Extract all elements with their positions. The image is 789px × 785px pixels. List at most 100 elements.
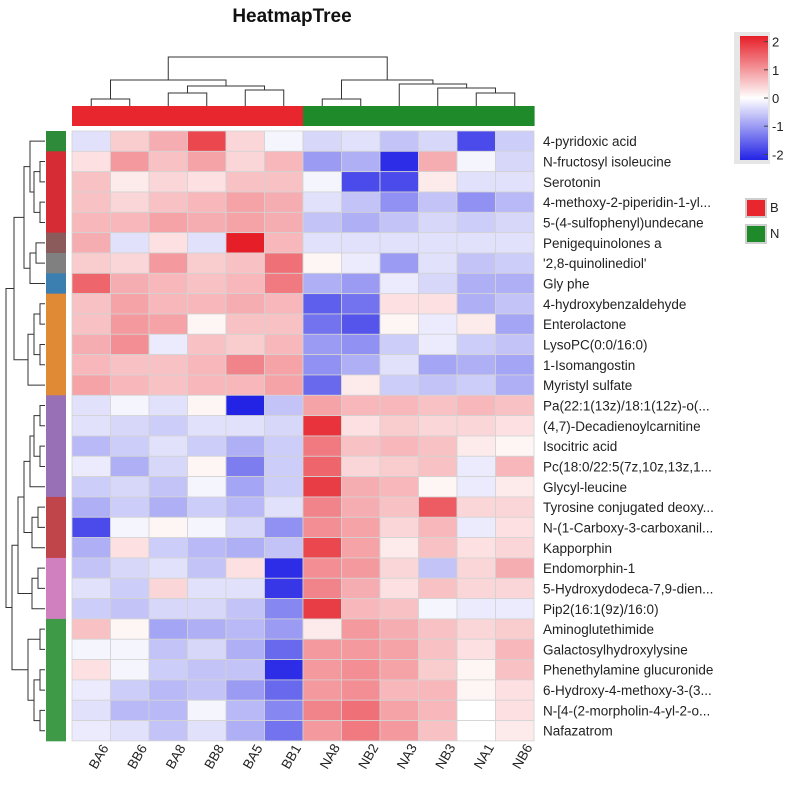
row-dendrogram-branch xyxy=(27,333,45,386)
heatmap-cell xyxy=(495,720,535,742)
heatmap-cell xyxy=(225,516,265,539)
row-dendrogram-branch xyxy=(11,544,28,671)
row-label: 5-(4-sulfophenyl)undecane xyxy=(543,215,704,230)
heatmap-cell xyxy=(379,272,419,295)
heatmap-cell xyxy=(379,720,419,742)
heatmap-cell xyxy=(341,699,381,721)
heatmap-cell xyxy=(379,415,419,437)
row-cluster-strip xyxy=(46,598,66,620)
heatmap-cell xyxy=(456,293,496,315)
heatmap-cell xyxy=(225,211,265,234)
heatmap-cell xyxy=(418,130,458,152)
row-cluster-strip xyxy=(46,334,66,356)
heatmap-cell xyxy=(110,598,150,620)
row-dendrogram-branch xyxy=(29,435,45,488)
heatmap-cell xyxy=(495,557,535,579)
heatmap-cell xyxy=(148,252,188,274)
legend-label: B xyxy=(770,200,779,215)
heatmap-cell xyxy=(110,394,150,417)
heatmap-cell xyxy=(225,272,265,295)
heatmap-cell xyxy=(379,496,419,518)
heatmap-cell xyxy=(187,272,227,295)
heatmap-cell xyxy=(264,313,304,335)
row-dendrogram-branch xyxy=(39,201,45,223)
heatmap-cell xyxy=(456,130,496,152)
heatmap-cell xyxy=(148,211,188,234)
heatmap-cell xyxy=(225,150,265,173)
heatmap-cell xyxy=(302,679,342,701)
heatmap-cell xyxy=(71,577,111,599)
row-cluster-strip xyxy=(46,374,66,396)
heatmap-cell xyxy=(264,252,304,274)
heatmap-cell xyxy=(110,496,150,518)
column-dendrogram-branch xyxy=(321,98,362,106)
heatmap-cell xyxy=(456,659,496,681)
heatmap-cell xyxy=(456,333,496,356)
heatmap-cell xyxy=(264,516,304,539)
heatmap-cell xyxy=(495,659,535,681)
heatmap-cell xyxy=(418,211,458,234)
heatmap-cell xyxy=(71,435,111,457)
heatmap-cell xyxy=(148,354,188,376)
row-label: N-fructosyl isoleucine xyxy=(543,154,671,169)
heatmap-cell xyxy=(264,293,304,315)
heatmap-cell xyxy=(456,374,496,396)
heatmap-cell xyxy=(264,598,304,620)
heatmap-cell xyxy=(495,252,535,274)
heatmap-cell xyxy=(148,598,188,620)
row-label: Endomorphin-1 xyxy=(543,561,635,576)
row-dendrogram-branch xyxy=(37,506,45,528)
heatmap-cell xyxy=(418,455,458,478)
heatmap-cell xyxy=(187,638,227,660)
heatmap-cell xyxy=(264,191,304,213)
row-dendrogram-branch xyxy=(39,343,45,366)
heatmap-cell xyxy=(341,557,381,579)
heatmap-cell xyxy=(187,516,227,539)
row-dendrogram-branch xyxy=(29,140,45,193)
column-label: NA3 xyxy=(394,741,420,771)
heatmap-cell xyxy=(379,516,419,539)
heatmap-cell xyxy=(418,699,458,721)
row-label: N-[4-(2-morpholin-4-yl-2-o... xyxy=(543,703,710,718)
heatmap-cell xyxy=(418,557,458,579)
column-group-bar xyxy=(72,106,112,126)
heatmap-cell xyxy=(110,455,150,478)
column-dendrogram-branch xyxy=(475,92,516,106)
heatmap-cell xyxy=(110,150,150,173)
row-dendrogram-branch xyxy=(35,242,45,264)
heatmap-cell xyxy=(71,313,111,335)
heatmap-cell xyxy=(71,476,111,498)
heatmap-cell xyxy=(302,516,342,539)
row-label: Isocitric acid xyxy=(543,439,617,454)
heatmap-cell xyxy=(302,720,342,742)
heatmap-cell xyxy=(341,537,381,559)
heatmap-cell xyxy=(71,394,111,417)
heatmap-cell xyxy=(187,618,227,640)
heatmap-cell xyxy=(341,435,381,457)
heatmap-cell xyxy=(379,577,419,599)
row-cluster-strip xyxy=(46,537,66,559)
heatmap-cell xyxy=(264,150,304,173)
heatmap-cell xyxy=(264,679,304,701)
heatmap-cell xyxy=(341,415,381,437)
row-label: (4,7)-Decadienoylcarnitine xyxy=(543,419,701,434)
heatmap-cell xyxy=(302,313,342,335)
heatmap-cell xyxy=(71,537,111,559)
column-dendrogram-branch xyxy=(90,98,131,106)
heatmap-cell xyxy=(110,272,150,295)
heatmap-cell xyxy=(71,638,111,660)
heatmap-cell xyxy=(71,618,111,640)
column-group-bar xyxy=(418,106,458,126)
heatmap-cell xyxy=(302,435,342,457)
heatmap-cell xyxy=(456,496,496,518)
heatmap-cell xyxy=(495,435,535,457)
heatmap-cell xyxy=(110,354,150,376)
heatmap-cell xyxy=(264,699,304,721)
row-cluster-strip xyxy=(46,171,66,193)
heatmap-cell xyxy=(341,720,381,742)
heatmap-cell xyxy=(187,577,227,599)
heatmap-cell xyxy=(264,720,304,742)
heatmap-cell xyxy=(225,313,265,335)
heatmap-cell xyxy=(418,171,458,193)
row-label: N-(1-Carboxy-3-carboxanil... xyxy=(543,520,713,535)
